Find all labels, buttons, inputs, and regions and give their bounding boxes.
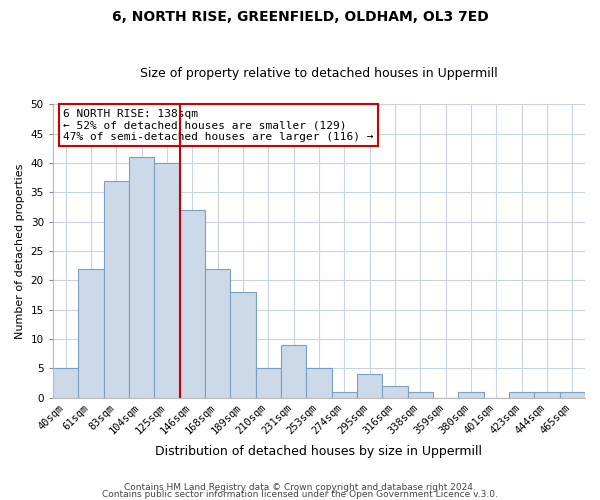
Bar [281,345,306,398]
Bar [332,392,357,398]
X-axis label: Distribution of detached houses by size in Uppermill: Distribution of detached houses by size … [155,444,482,458]
Text: 6 NORTH RISE: 138sqm
← 52% of detached houses are smaller (129)
47% of semi-deta: 6 NORTH RISE: 138sqm ← 52% of detached h… [64,108,374,142]
Bar [179,210,205,398]
Bar [78,268,104,398]
Bar [104,180,129,398]
Bar [205,268,230,398]
Text: 6, NORTH RISE, GREENFIELD, OLDHAM, OL3 7ED: 6, NORTH RISE, GREENFIELD, OLDHAM, OL3 7… [112,10,488,24]
Bar [560,392,585,398]
Bar [129,157,154,398]
Bar [509,392,535,398]
Bar [407,392,433,398]
Bar [256,368,281,398]
Bar [357,374,382,398]
Bar [458,392,484,398]
Bar [53,368,78,398]
Text: Contains public sector information licensed under the Open Government Licence v.: Contains public sector information licen… [102,490,498,499]
Bar [382,386,407,398]
Bar [306,368,332,398]
Y-axis label: Number of detached properties: Number of detached properties [15,164,25,338]
Bar [154,163,179,398]
Text: Contains HM Land Registry data © Crown copyright and database right 2024.: Contains HM Land Registry data © Crown c… [124,484,476,492]
Bar [230,292,256,398]
Title: Size of property relative to detached houses in Uppermill: Size of property relative to detached ho… [140,66,498,80]
Bar [535,392,560,398]
